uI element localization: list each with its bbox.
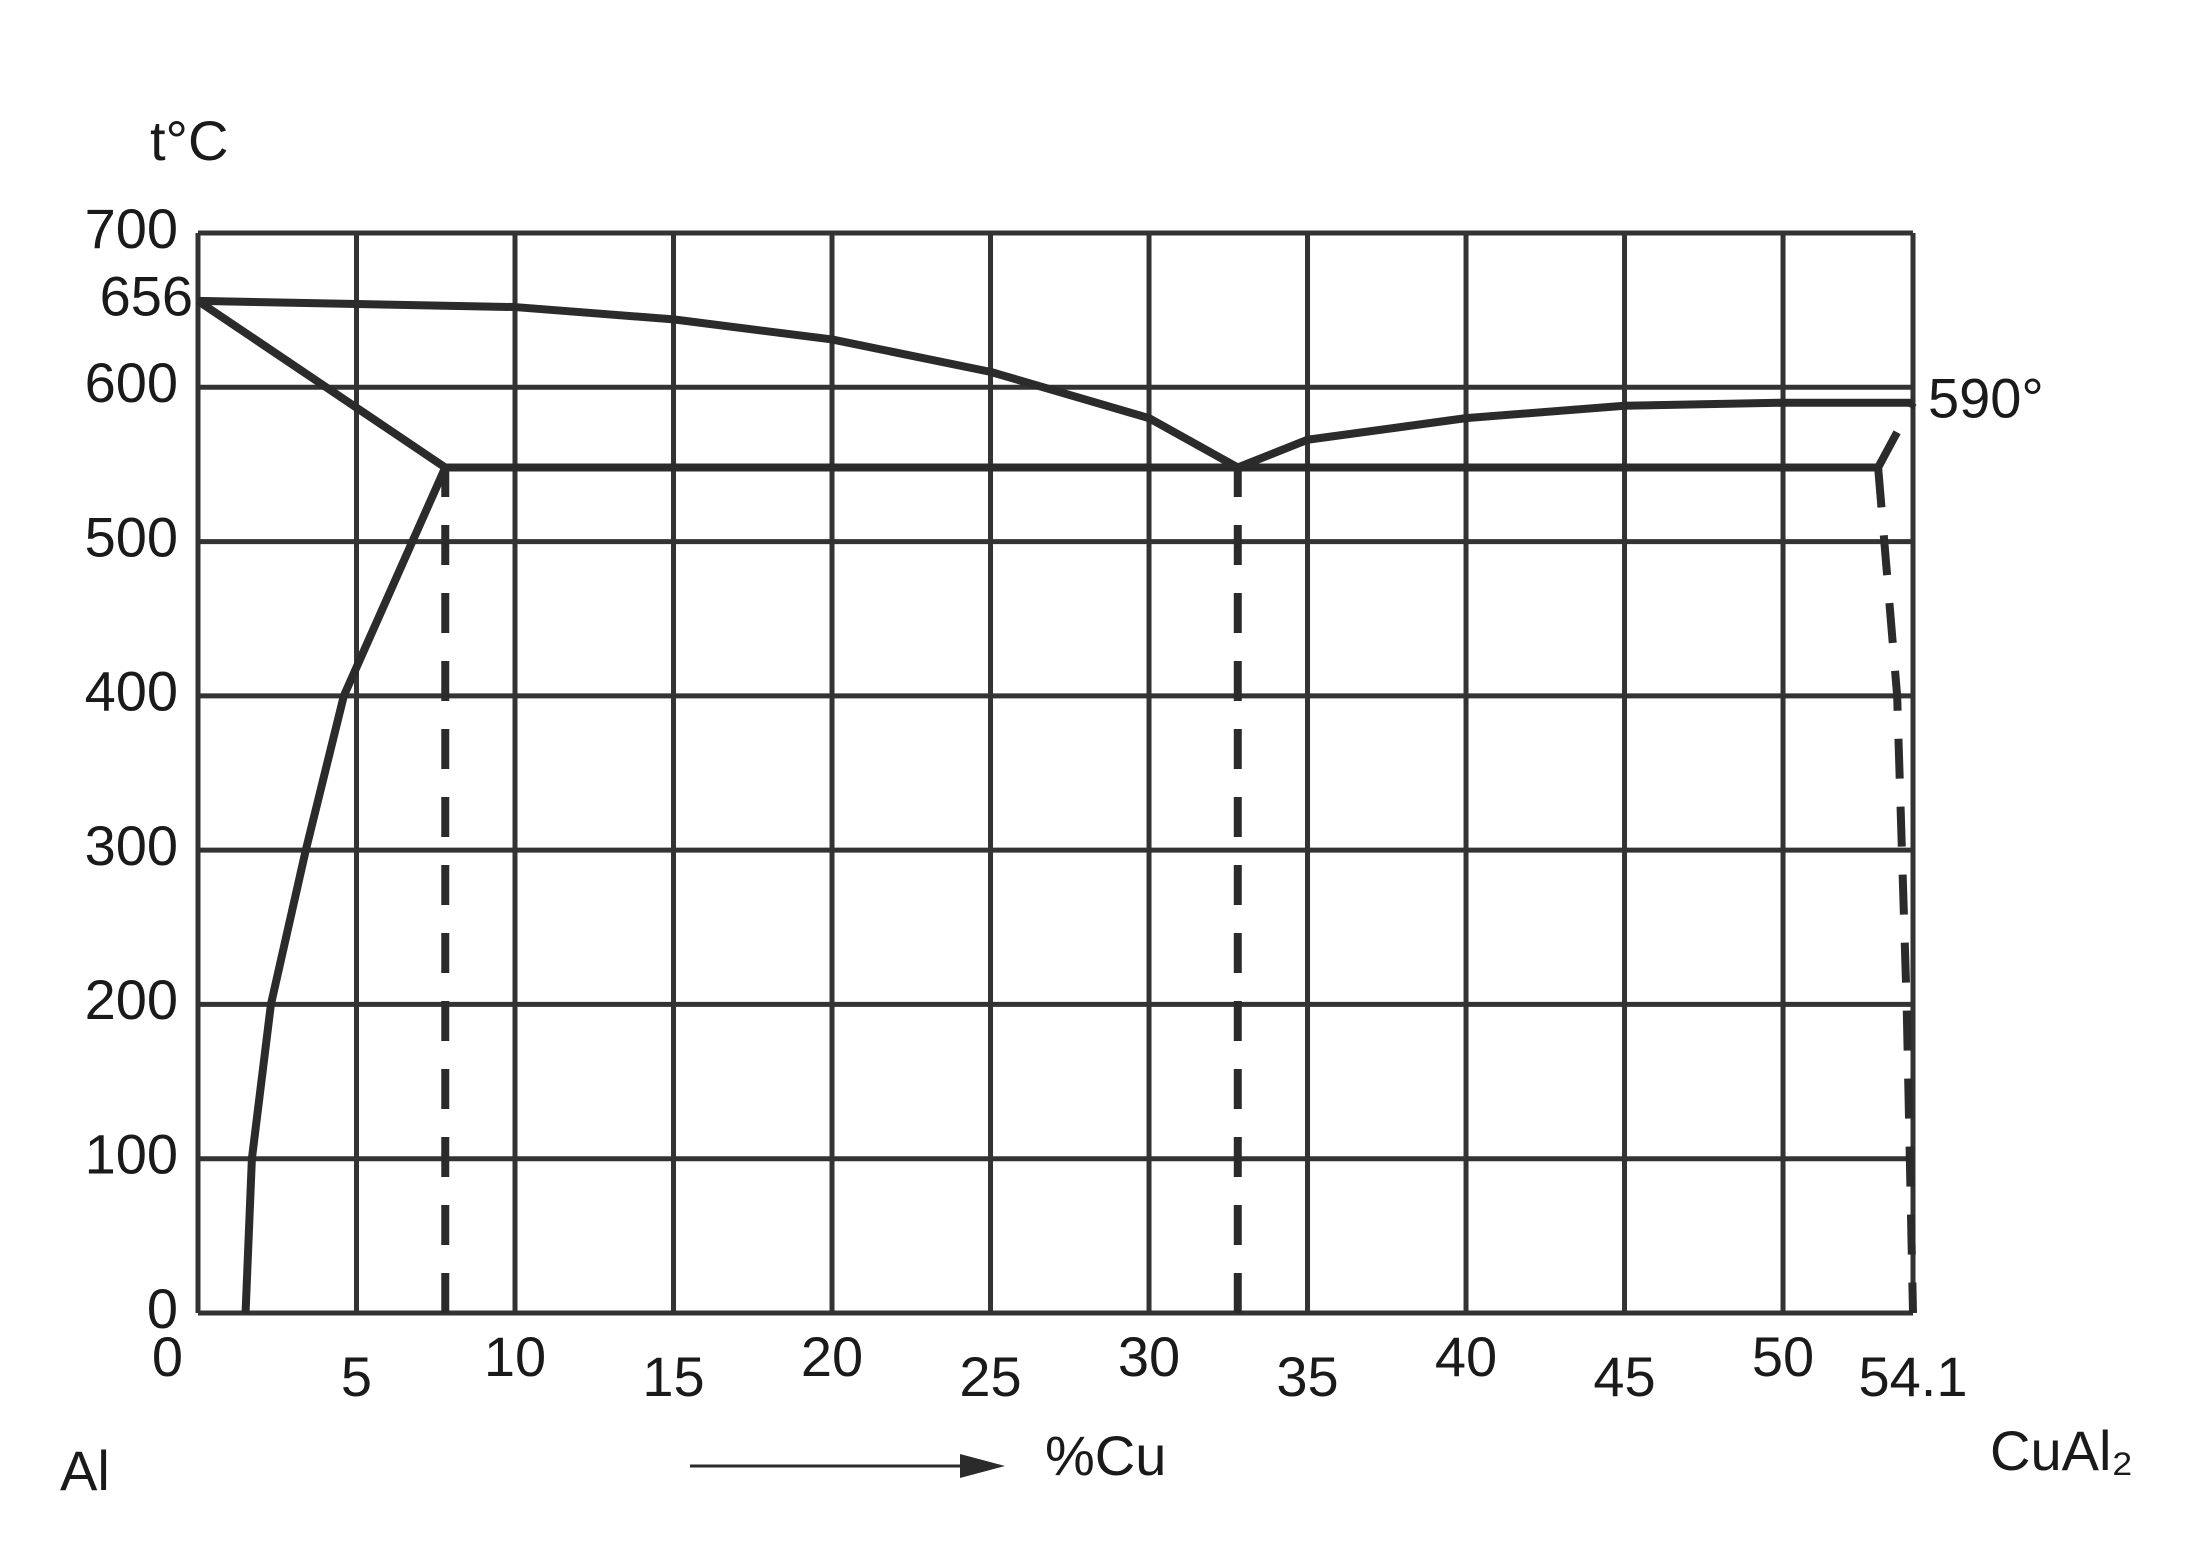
temperature-label: 656 [100,265,193,328]
x-tick-label: 40 [1435,1325,1497,1388]
x-axis-label: %Cu [1045,1424,1166,1487]
x-tick-label: 54.1 [1859,1345,1968,1408]
y-axis-label: t°C [150,109,228,172]
x-tick-label: 45 [1593,1345,1655,1408]
y-tick-label: 600 [85,351,178,414]
y-tick-label: 400 [85,660,178,723]
arrow-head [960,1454,1005,1478]
phase-line [195,297,448,471]
y-tick-label: 500 [85,505,178,568]
phase-line [1874,400,1917,470]
left-label: Al [60,1439,110,1502]
right-label: CuAl₂ [1990,1419,2133,1482]
y-tick-label: 0 [147,1277,178,1340]
temperature-label: 590° [1928,367,2044,430]
y-tick-label: 700 [85,197,178,260]
x-tick-label: 15 [642,1345,704,1408]
phase-line [1874,467,1917,1314]
x-tick-label: 30 [1118,1325,1180,1388]
y-tick-label: 300 [85,814,178,877]
x-tick-label: 50 [1752,1325,1814,1388]
x-tick-label: 10 [484,1325,546,1388]
phase-line [1236,398,1913,472]
x-tick-label: 20 [801,1325,863,1388]
x-tick-label: 0 [152,1325,183,1388]
y-tick-label: 100 [85,1123,178,1186]
y-tick-label: 200 [85,968,178,1031]
phase-line [197,296,1240,472]
x-tick-label: 35 [1276,1345,1338,1408]
x-tick-label: 25 [959,1345,1021,1408]
phase-line [241,465,449,1314]
x-tick-label: 5 [341,1345,372,1408]
